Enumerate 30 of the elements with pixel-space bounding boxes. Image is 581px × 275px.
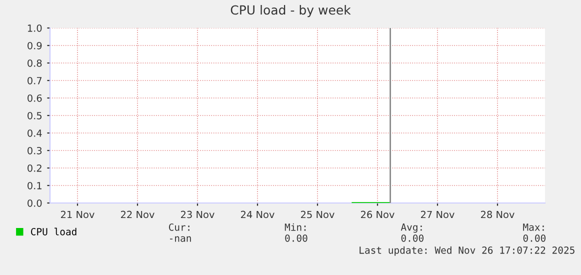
text: Min: <box>284 223 306 231</box>
legend-label: CPU load <box>31 228 76 236</box>
y-tick-label: 0.6 <box>28 94 42 102</box>
text: -nan <box>170 236 191 242</box>
y-tick-label: 1.0 <box>28 24 42 32</box>
text: Avg: <box>400 224 422 233</box>
y-tick-label: 0.1 <box>28 182 42 190</box>
text: Cur: <box>168 223 190 231</box>
y-tick-label: 0.7 <box>28 76 42 84</box>
y-tick-label: 0.3 <box>28 146 42 154</box>
text: Last update: Wed Nov 26 17:07:22 2025 <box>360 246 574 256</box>
x-tick-label: 26 Nov <box>360 210 394 218</box>
y-tick-label: 0.2 <box>28 164 42 172</box>
text: 0.00 <box>401 234 424 242</box>
x-tick-label: 25 Nov <box>300 210 334 218</box>
y-tick-label: 0.5 <box>28 112 42 120</box>
x-tick-label: 21 Nov <box>60 210 94 218</box>
y-tick-label: 0.8 <box>28 59 42 67</box>
text: Max: <box>523 224 544 231</box>
x-tick-label: 27 Nov <box>420 210 454 218</box>
y-tick-label: 0.0 <box>28 199 42 207</box>
x-tick-label: 28 Nov <box>480 210 514 218</box>
x-tick-label: 23 Nov <box>180 210 214 218</box>
y-tick-label: 0.4 <box>28 129 42 137</box>
text: 0.00 <box>285 234 308 242</box>
chart-title: CPU load - by week <box>230 5 351 18</box>
x-tick-label: 22 Nov <box>120 210 154 218</box>
text: 0.00 <box>523 234 546 242</box>
x-tick-label: 24 Nov <box>240 210 274 218</box>
y-tick-label: 0.9 <box>28 42 42 50</box>
